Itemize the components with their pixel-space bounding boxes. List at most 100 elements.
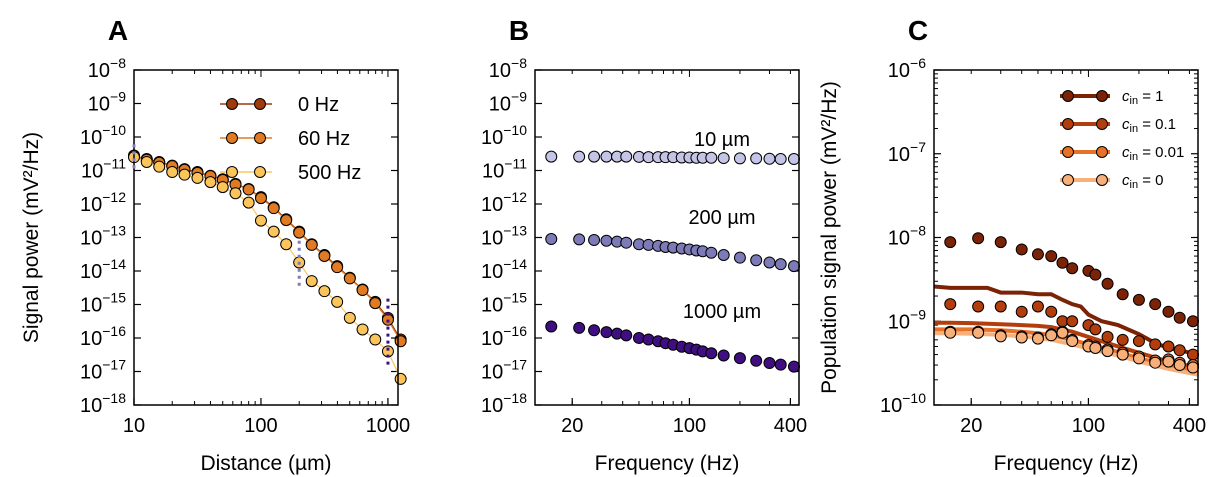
data-point: [588, 234, 601, 247]
data-point: [600, 326, 613, 339]
data-point: [369, 297, 382, 310]
data-point: [944, 236, 957, 249]
data-point: [1149, 356, 1162, 369]
data-point: [394, 372, 407, 385]
x-axis-label: Frequency (Hz): [994, 452, 1139, 475]
data-point: [1162, 305, 1175, 318]
x-tick-label: 10: [123, 415, 145, 437]
series-0: [545, 150, 800, 166]
legend-label: 500 Hz: [298, 162, 361, 184]
data-point: [972, 326, 985, 339]
legend-marker: [1062, 146, 1074, 158]
series-3: [934, 326, 1199, 377]
data-point: [774, 153, 787, 166]
data-point: [573, 150, 586, 163]
distance-annotation: 1000 µm: [683, 301, 761, 323]
data-point: [1045, 305, 1058, 318]
data-point: [573, 321, 586, 334]
data-series: [545, 150, 800, 373]
data-point: [280, 238, 293, 251]
data-point: [717, 152, 730, 165]
data-point: [774, 258, 787, 271]
x-axis: 20 100 400: [960, 70, 1206, 437]
data-point: [1066, 335, 1079, 348]
data-point: [1089, 268, 1102, 281]
data-point: [1173, 359, 1186, 372]
data-point: [1101, 345, 1114, 358]
panel-letter: B: [509, 15, 529, 46]
series-0: [128, 149, 407, 346]
y-tick-label: 10−12: [80, 189, 126, 216]
data-point: [705, 347, 718, 360]
data-point: [356, 284, 369, 297]
y-tick-label: 10−16: [80, 323, 126, 350]
data-point: [331, 261, 344, 274]
data-point: [267, 225, 280, 238]
data-point: [305, 238, 318, 251]
data-point: [1066, 315, 1079, 328]
data-point: [1173, 311, 1186, 324]
data-point: [750, 254, 763, 267]
legend-marker: [1096, 90, 1108, 102]
legend-label: cin = 1: [1122, 88, 1164, 107]
data-point: [1101, 277, 1114, 290]
data-point: [717, 249, 730, 262]
distance-annotation: 200 µm: [688, 207, 755, 229]
data-point: [717, 349, 730, 362]
data-point: [588, 150, 601, 163]
data-point: [972, 300, 985, 313]
data-point: [1186, 361, 1199, 374]
data-point: [763, 256, 776, 269]
legend-marker: [1096, 118, 1108, 130]
data-point: [750, 152, 763, 165]
data-point: [545, 320, 558, 333]
y-axis: 10−10 10−9 10−8 10−7 10−6: [880, 55, 1198, 417]
legend-marker: [254, 132, 266, 144]
data-point: [545, 150, 558, 163]
data-point: [994, 300, 1007, 313]
y-tick-label: 10−6: [888, 55, 926, 82]
series-2: [128, 151, 407, 385]
data-point: [293, 226, 306, 239]
y-tick-label: 10−12: [481, 189, 527, 216]
data-point: [787, 153, 800, 166]
x-tick-label: 400: [774, 415, 807, 437]
data-point: [1186, 315, 1199, 328]
data-point: [787, 360, 800, 373]
data-point: [1116, 348, 1129, 361]
x-tick-label: 100: [1072, 415, 1105, 437]
x-tick-label: 100: [244, 415, 277, 437]
data-point: [1162, 340, 1175, 353]
data-point: [733, 152, 746, 165]
data-point: [1056, 256, 1069, 269]
data-point: [1089, 341, 1102, 354]
data-point: [1132, 352, 1145, 365]
y-tick-label: 10−15: [80, 290, 126, 317]
y-tick-label: 10−9: [888, 306, 926, 333]
y-tick-label: 10−11: [81, 156, 126, 183]
data-point: [588, 324, 601, 337]
data-point: [620, 329, 633, 342]
data-point: [267, 202, 280, 215]
data-point: [242, 196, 255, 209]
y-axis: 10−18 10−17 10−16 10−15 10−14 10−13 10−12 10−11…: [80, 55, 398, 417]
data-point: [153, 160, 166, 173]
data-point: [944, 326, 957, 339]
y-axis: 10−18 10−17 10−16 10−15 10−14 10−13 10−12 10−11…: [481, 55, 799, 417]
plot-frame: [133, 69, 399, 406]
data-series: [933, 232, 1199, 377]
y-tick-label: 10−17: [481, 357, 527, 384]
y-axis-label: Signal power (mV²/Hz): [20, 132, 43, 343]
y-tick-label: 10−9: [88, 89, 126, 116]
panel-a: A10−1810−1710−1610−1510−1410−1310−1210−1…: [20, 15, 410, 475]
data-point: [763, 356, 776, 369]
data-point: [1031, 332, 1044, 345]
y-axis-label: Population signal power (mV²/Hz): [818, 81, 841, 394]
distance-annotation: 10 µm: [694, 129, 750, 151]
data-point: [972, 232, 985, 245]
y-tick-label: 10−18: [481, 390, 527, 417]
data-point: [994, 236, 1007, 249]
y-tick-label: 10−16: [481, 323, 527, 350]
y-tick-label: 10−8: [88, 55, 126, 82]
series-1: [128, 150, 407, 348]
